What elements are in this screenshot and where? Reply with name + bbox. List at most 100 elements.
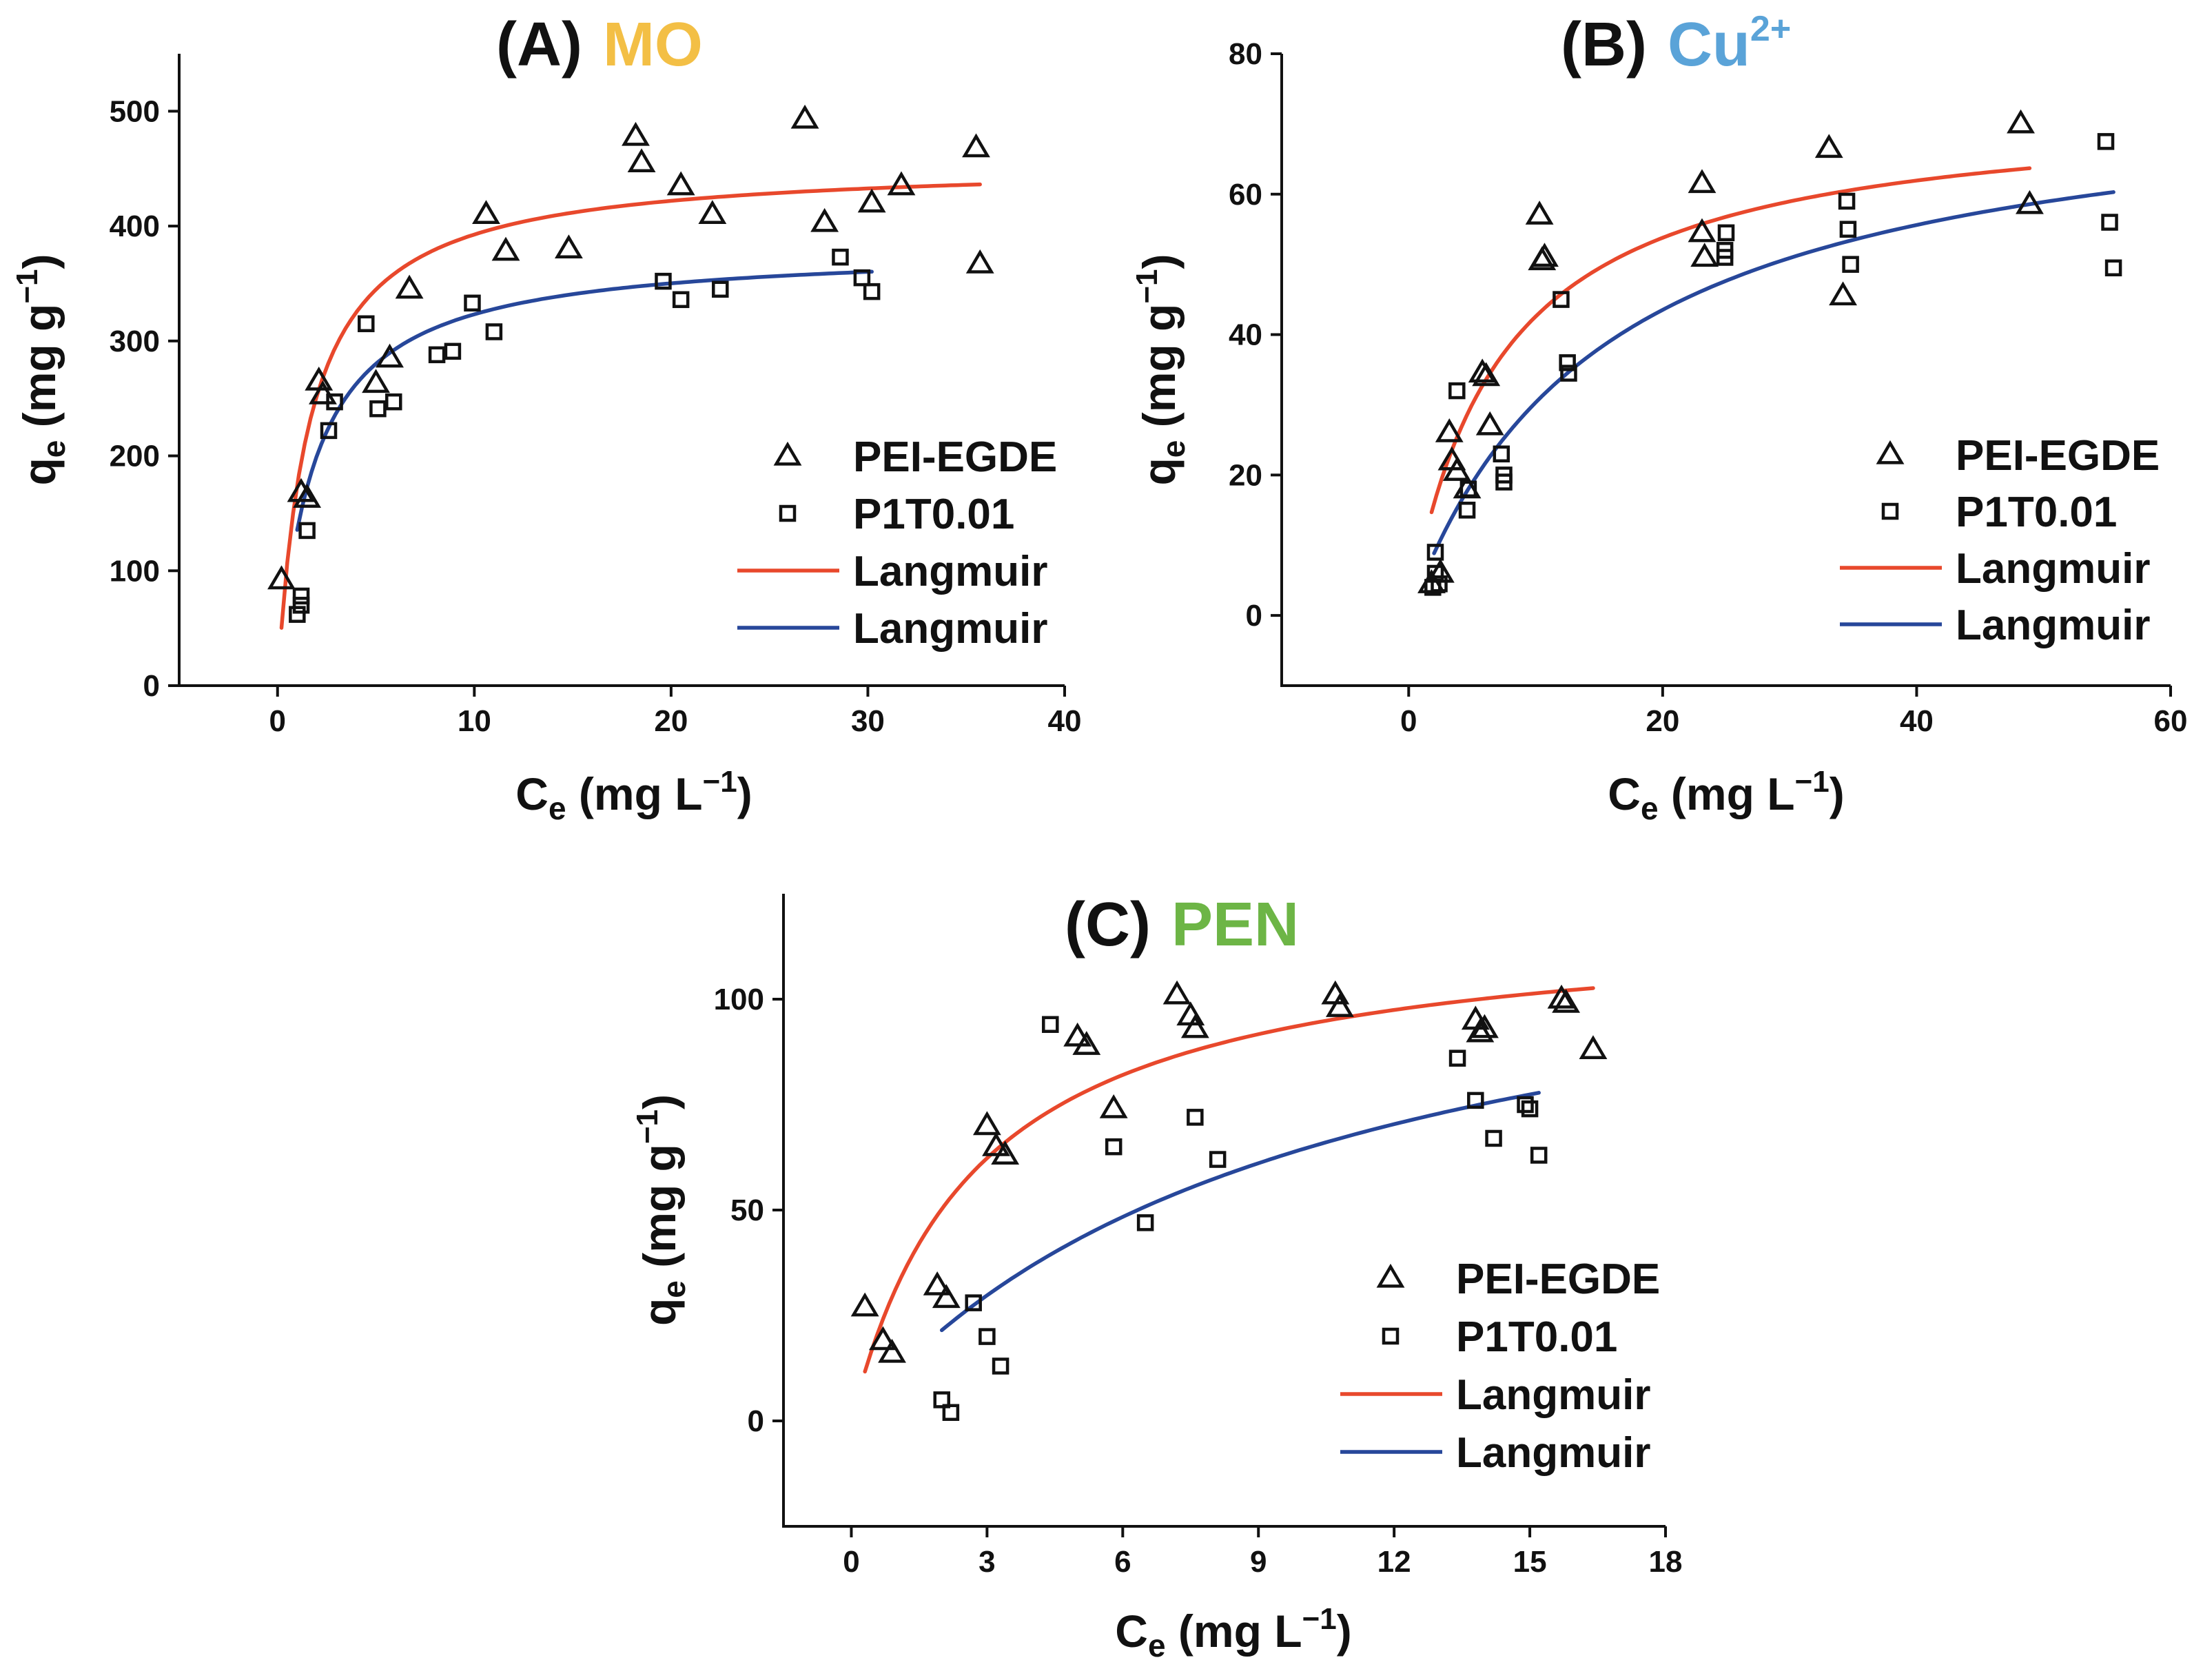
point-pei-egde: [1162, 980, 1191, 1005]
y-tick-label: 50: [730, 1194, 764, 1227]
x-axis-label-exp: −1: [703, 765, 737, 799]
panel-title-tag: (A): [496, 10, 582, 79]
langmuir-fit-pei-egde: [1429, 166, 2032, 515]
y-axis-label-exp: −1: [631, 1109, 664, 1144]
legend-label: P1T0.01: [1956, 489, 2117, 536]
point-p1t0-01: [2097, 133, 2115, 150]
point-p1t0-01: [1458, 502, 1476, 519]
panel-title-species: Cu: [1668, 10, 1750, 79]
legend-square-icon: [1881, 502, 1899, 520]
x-axis-label-unit: (mg L: [1166, 1606, 1302, 1657]
y-tick-label: 40: [1229, 318, 1262, 352]
point-p1t0-01: [292, 597, 310, 614]
langmuir-fit-pei-egde: [863, 986, 1595, 1374]
y-axis-label-close: ): [634, 1094, 685, 1109]
point-p1t0-01: [320, 422, 338, 440]
x-axis-label-sub: e: [1641, 790, 1659, 826]
point-p1t0-01: [1105, 1138, 1123, 1156]
legend-label: PEI-EGDE: [1456, 1256, 1660, 1303]
point-p1t0-01: [1717, 224, 1735, 242]
point-pei-egde: [1466, 1018, 1495, 1043]
point-p1t0-01: [1136, 1214, 1154, 1231]
y-axis-label-unit: (mg g: [14, 304, 65, 440]
point-p1t0-01: [1426, 564, 1444, 582]
axis-lines: [1280, 54, 2171, 687]
legend-triangle-icon: [1376, 1263, 1405, 1288]
y-axis-label-sub: e: [1156, 440, 1191, 458]
x-tick-label: 9: [1250, 1545, 1267, 1579]
point-pei-egde: [1471, 1014, 1499, 1038]
legend-label: P1T0.01: [1456, 1313, 1617, 1361]
point-pei-egde: [1814, 134, 1843, 158]
y-tick-label: 80: [1229, 37, 1262, 71]
point-p1t0-01: [1187, 1109, 1204, 1126]
point-pei-egde: [878, 1338, 906, 1363]
y-tick-label: 0: [748, 1404, 764, 1438]
point-p1t0-01: [965, 1294, 982, 1311]
y-axis-label-sub: e: [656, 1280, 692, 1298]
point-p1t0-01: [712, 280, 729, 298]
point-p1t0-01: [2101, 214, 2118, 231]
point-p1t0-01: [369, 400, 387, 418]
x-axis-label-unit: (mg L: [566, 768, 703, 819]
point-pei-egde: [622, 121, 650, 146]
point-p1t0-01: [1448, 1049, 1466, 1067]
point-p1t0-01: [1553, 291, 1570, 308]
y-axis-label-exp: −1: [1130, 269, 1164, 303]
point-p1t0-01: [1842, 256, 1859, 273]
point-pei-egde: [491, 236, 520, 261]
x-axis-label: Ce (mg L−1): [1608, 765, 1844, 826]
x-tick-label: 0: [1400, 704, 1417, 738]
point-pei-egde: [2016, 189, 2044, 214]
point-pei-egde: [1530, 243, 1559, 267]
point-p1t0-01: [655, 272, 672, 290]
point-pei-egde: [790, 104, 819, 129]
legend: PEI-EGDE P1T0.01 Langmuir Langmuir: [1340, 1256, 1660, 1477]
legend-square-icon: [1382, 1327, 1400, 1345]
x-tick-label: 15: [1513, 1545, 1547, 1579]
legend-square-icon: [779, 504, 797, 522]
point-pei-egde: [472, 200, 500, 225]
point-pei-egde: [2007, 109, 2035, 134]
x-axis-label-base: C: [1115, 1606, 1148, 1657]
x-tick-label: 60: [2154, 704, 2188, 738]
title-backing: [1044, 889, 1368, 968]
y-tick-label: 0: [143, 669, 160, 703]
point-p1t0-01: [1716, 242, 1734, 259]
y-tick-label: 100: [714, 983, 764, 1016]
y-tick-label: 300: [110, 325, 160, 358]
y-tick-label: 100: [110, 554, 160, 588]
panel-title-tag: (B): [1561, 10, 1647, 79]
point-p1t0-01: [1559, 354, 1576, 371]
point-p1t0-01: [1495, 467, 1513, 484]
point-pei-egde: [932, 1284, 961, 1309]
y-axis-label-close: ): [14, 254, 65, 269]
x-tick-label: 40: [1900, 704, 1934, 738]
x-axis-label-base: C: [515, 768, 549, 819]
point-p1t0-01: [298, 522, 316, 540]
point-pei-egde: [857, 188, 886, 213]
y-axis-label: qe (mg g−1): [10, 254, 72, 485]
point-p1t0-01: [1517, 1096, 1534, 1114]
legend-label: Langmuir: [853, 548, 1047, 595]
x-tick-label: 18: [1649, 1545, 1683, 1579]
point-pei-egde: [962, 133, 990, 158]
legend: PEI-EGDE P1T0.01 Langmuir Langmuir: [1840, 432, 2160, 649]
x-tick-label: 30: [851, 704, 885, 738]
point-pei-egde: [923, 1271, 952, 1295]
title-backing: [475, 9, 799, 88]
point-pei-egde: [991, 1140, 1020, 1165]
legend-label: Langmuir: [1956, 602, 2150, 649]
point-pei-egde: [972, 1111, 1001, 1136]
y-tick-label: 0: [1246, 599, 1262, 633]
point-pei-egde: [309, 380, 337, 404]
panel-title-superscript: 2+: [1750, 9, 1791, 49]
point-pei-egde: [1690, 243, 1719, 267]
point-p1t0-01: [326, 393, 343, 411]
point-p1t0-01: [832, 248, 849, 266]
point-p1t0-01: [385, 393, 402, 411]
legend: PEI-EGDE P1T0.01 Langmuir Langmuir: [737, 433, 1057, 653]
point-pei-egde: [1072, 1031, 1101, 1055]
